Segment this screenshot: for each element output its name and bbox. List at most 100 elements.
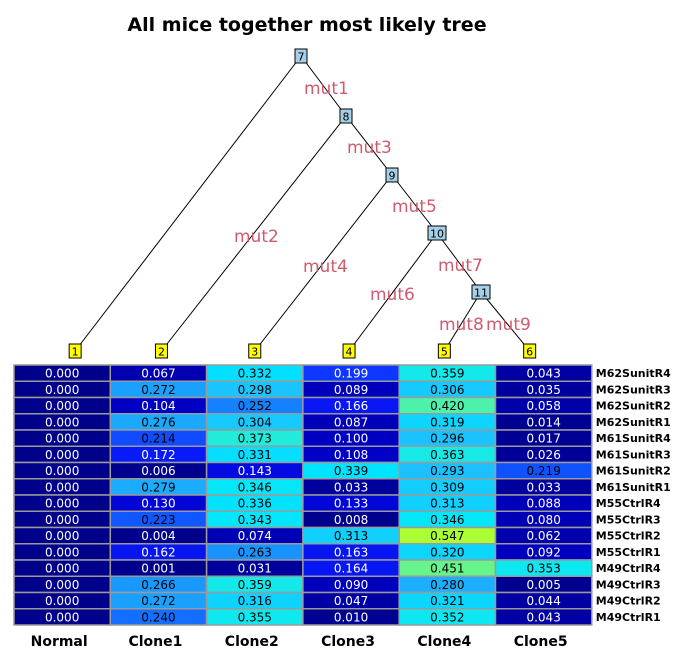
- heatmap-cell-value: 0.276: [141, 415, 175, 429]
- heatmap-cell-value: 0.004: [141, 529, 175, 543]
- heatmap-row-label: M62SunitR3: [596, 383, 671, 396]
- edge-label-mut4: mut4: [303, 257, 348, 277]
- heatmap-cell-value: 0.339: [334, 464, 368, 478]
- edge-label-mut7: mut7: [438, 256, 483, 276]
- heatmap-cell-value: 0.092: [526, 545, 560, 559]
- tree-node-1: 1: [68, 343, 82, 359]
- heatmap-row-label: M49CtrlR3: [596, 578, 661, 591]
- tree-node-box-3: [248, 343, 262, 359]
- heatmap-cell-value: 0.320: [430, 545, 464, 559]
- heatmap-cell-value: 0.266: [141, 578, 175, 592]
- heatmap-cell-value: 0.000: [45, 578, 79, 592]
- tree-node-label-3: 3: [251, 346, 258, 359]
- edge-label-mut3: mut3: [347, 138, 392, 158]
- heatmap-row-label: M49CtrlR4: [596, 562, 661, 575]
- tree-node-label-7: 7: [298, 51, 305, 64]
- heatmap-row-label: M61SunitR4: [596, 432, 671, 445]
- heatmap-cell-value: 0.313: [430, 497, 464, 511]
- heatmap-cell-value: 0.293: [430, 464, 464, 478]
- tree-node-box-10: [427, 225, 447, 241]
- heatmap-cell-value: 0.304: [238, 415, 272, 429]
- heatmap-row: 0.000 0.004 0.074 0.313 0.547 0.062: [13, 526, 593, 545]
- edge-label-mut6: mut6: [370, 285, 415, 305]
- tree-edge-7-8: [300, 55, 347, 117]
- heatmap-row: 0.000 0.104 0.252 0.166 0.420 0.058: [13, 396, 593, 415]
- heatmap-row: 0.000 0.130 0.336 0.133 0.313 0.088: [13, 494, 593, 512]
- heatmap-cell-value: 0.143: [238, 464, 272, 478]
- heatmap-cell-value: 0.298: [238, 383, 272, 397]
- tree-edge-9-3: [254, 174, 393, 352]
- heatmap-cell-value: 0.309: [430, 480, 464, 494]
- heatmap-row-label: M62SunitR4: [596, 367, 671, 380]
- heatmap-cell-value: 0.008: [334, 513, 368, 527]
- heatmap-cell-value: 0.321: [430, 594, 464, 608]
- tree-node-box-2: [154, 343, 168, 359]
- heatmap-cell-value: 0.363: [430, 448, 464, 462]
- heatmap-cell-value: 0.000: [45, 513, 79, 527]
- tree-edge-10-11: [436, 232, 482, 293]
- heatmap-cell-value: 0.332: [238, 367, 272, 381]
- heatmap-row-label: M62SunitR2: [596, 400, 671, 413]
- heatmap-cell-value: 0.000: [45, 367, 79, 381]
- heatmap-cell-value: 0.000: [45, 383, 79, 397]
- tree-edge-9-10: [391, 174, 438, 234]
- heatmap-cell-value: 0.000: [45, 497, 79, 511]
- tree-edge-11-6: [480, 291, 531, 352]
- heatmap-row-label: M61SunitR3: [596, 448, 671, 461]
- heatmap-row-label: M55CtrlR2: [596, 530, 661, 543]
- heatmap-cell-value: 0.058: [526, 399, 560, 413]
- heatmap-cell: [494, 608, 593, 626]
- tree-node-8: 8: [339, 108, 353, 124]
- heatmap-row: 0.000 0.276 0.304 0.087 0.319 0.014: [13, 413, 593, 431]
- tree-node-label-5: 5: [441, 346, 448, 359]
- heatmap-cell-value: 0.017: [526, 432, 560, 446]
- heatmap-row-label: M49CtrlR2: [596, 595, 661, 608]
- heatmap-cell-value: 0.000: [45, 545, 79, 559]
- heatmap-cell-value: 0.214: [141, 432, 175, 446]
- tree-node-11: 11: [471, 284, 491, 300]
- heatmap-row: 0.000 0.172 0.331 0.108 0.363 0.026: [13, 445, 593, 464]
- heatmap-row-label: M61SunitR2: [596, 465, 671, 478]
- heatmap-cell-value: 0.108: [334, 448, 368, 462]
- tree-node-9: 9: [385, 167, 399, 183]
- heatmap-cell-value: 0.163: [334, 545, 368, 559]
- heatmap-cell-value: 0.331: [238, 448, 272, 462]
- edge-label-mut5: mut5: [392, 197, 437, 217]
- tree-node-box-4: [342, 343, 356, 359]
- heatmap-cell-value: 0.031: [238, 562, 272, 576]
- heatmap-cell-value: 0.451: [430, 562, 464, 576]
- tree-node-box-8: [339, 108, 353, 124]
- heatmap-cell-value: 0.352: [430, 610, 464, 624]
- tree-node-box-1: [68, 343, 82, 359]
- heatmap-cell-value: 0.199: [334, 367, 368, 381]
- tree-node-label-11: 11: [474, 287, 488, 300]
- heatmap-row: 0.000 0.162 0.263 0.163 0.320 0.092: [13, 543, 593, 561]
- heatmap-cell-value: 0.420: [430, 399, 464, 413]
- heatmap-cell-value: 0.000: [45, 464, 79, 478]
- heatmap-cell-value: 0.014: [526, 415, 560, 429]
- heatmap-cell-value: 0.164: [334, 562, 368, 576]
- heatmap-cell-value: 0.000: [45, 610, 79, 624]
- heatmap-cell-value: 0.100: [334, 432, 368, 446]
- heatmap-cell-value: 0.355: [238, 610, 272, 624]
- heatmap-cell-value: 0.162: [141, 545, 175, 559]
- heatmap-cell-value: 0.130: [141, 497, 175, 511]
- heatmap-row: 0.000 0.223 0.343 0.008 0.346 0.080: [13, 510, 593, 529]
- heatmap-cell-value: 0.279: [141, 480, 175, 494]
- heatmap-cell-value: 0.373: [238, 432, 272, 446]
- heatmap-column-label: Clone4: [417, 634, 471, 650]
- tree-node-box-7: [294, 48, 308, 64]
- heatmap-cell-value: 0.000: [45, 432, 79, 446]
- heatmap-column-label: Clone3: [321, 634, 375, 650]
- heatmap-row: 0.000 0.272 0.298 0.089 0.306 0.035: [13, 380, 593, 399]
- heatmap-cell-value: 0.133: [334, 497, 368, 511]
- heatmap-row: 0.000 0.214 0.373 0.100 0.296 0.017: [13, 429, 593, 447]
- heatmap-cell-value: 0.033: [334, 480, 368, 494]
- heatmap-cell-value: 0.074: [238, 529, 272, 543]
- heatmap-cell-value: 0.087: [334, 415, 368, 429]
- tree-node-label-9: 9: [389, 170, 396, 183]
- heatmap-cell-value: 0.000: [45, 594, 79, 608]
- heatmap-cell-value: 0.035: [526, 383, 560, 397]
- heatmap-cell-value: 0.000: [45, 529, 79, 543]
- heatmap-cell-value: 0.336: [238, 497, 272, 511]
